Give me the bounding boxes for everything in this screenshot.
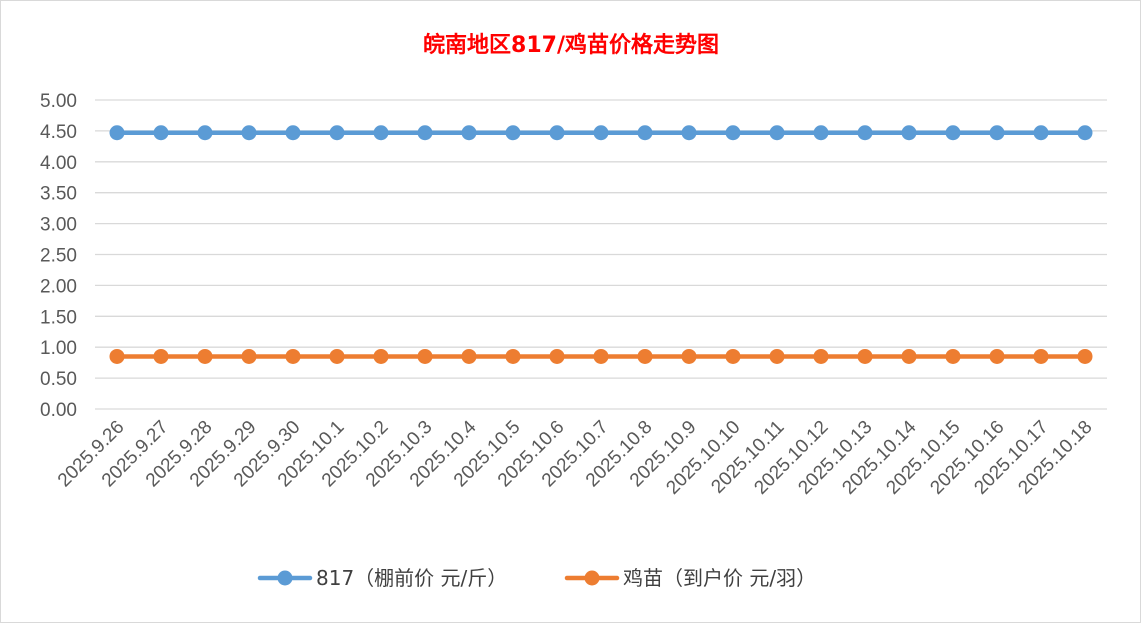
data-point [373, 348, 389, 364]
y-tick-label: 2.00 [40, 276, 77, 297]
data-point [681, 125, 697, 141]
data-point [241, 125, 257, 141]
data-point [549, 125, 565, 141]
y-tick-label: 0.00 [40, 400, 77, 421]
data-point [1033, 348, 1049, 364]
data-point [285, 125, 301, 141]
data-point [593, 348, 609, 364]
data-point [549, 348, 565, 364]
data-point [901, 125, 917, 141]
y-tick-label: 4.50 [40, 122, 77, 143]
data-point [857, 125, 873, 141]
data-point [857, 348, 873, 364]
data-point [769, 125, 785, 141]
data-point [505, 348, 521, 364]
y-tick-label: 4.00 [40, 153, 77, 174]
legend-marker [584, 570, 600, 586]
y-tick-label: 0.50 [40, 369, 77, 390]
data-point [725, 348, 741, 364]
y-tick-label: 3.50 [40, 184, 77, 205]
data-point [461, 348, 477, 364]
data-point [593, 125, 609, 141]
data-point [989, 348, 1005, 364]
data-point [901, 348, 917, 364]
data-point [417, 348, 433, 364]
chart-title: 皖南地区817/鸡苗价格走势图 [423, 32, 719, 58]
data-point [725, 125, 741, 141]
data-point [241, 348, 257, 364]
data-point [329, 348, 345, 364]
data-point [417, 125, 433, 141]
data-point [153, 125, 169, 141]
data-point [109, 125, 125, 141]
data-point [769, 348, 785, 364]
y-tick-label: 3.00 [40, 215, 77, 236]
data-point [945, 125, 961, 141]
data-point [813, 125, 829, 141]
data-point [153, 348, 169, 364]
data-point [1033, 125, 1049, 141]
legend-label: 鸡苗（到户价 元/羽） [623, 566, 816, 590]
data-point [109, 348, 125, 364]
data-point [989, 125, 1005, 141]
data-point [505, 125, 521, 141]
legend-label: 817（棚前价 元/斤） [316, 566, 507, 590]
data-point [461, 125, 477, 141]
data-point [197, 125, 213, 141]
data-point [197, 348, 213, 364]
data-point [285, 348, 301, 364]
y-tick-label: 5.00 [40, 91, 77, 112]
data-point [637, 348, 653, 364]
y-tick-label: 1.50 [40, 307, 77, 328]
data-point [681, 348, 697, 364]
data-point [373, 125, 389, 141]
data-point [637, 125, 653, 141]
data-point [813, 348, 829, 364]
data-point [1077, 348, 1093, 364]
data-point [1077, 125, 1093, 141]
y-tick-label: 2.50 [40, 246, 77, 267]
data-point [945, 348, 961, 364]
y-tick-label: 1.00 [40, 338, 77, 359]
data-point [329, 125, 345, 141]
legend-marker [277, 570, 293, 586]
